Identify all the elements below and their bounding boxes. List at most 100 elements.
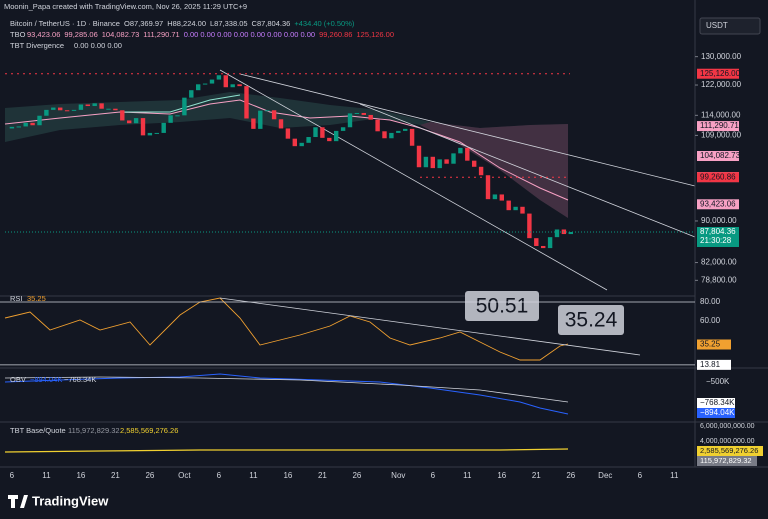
candle — [527, 213, 532, 239]
price-tag — [697, 199, 739, 210]
y-tick-label: 130,000.00 — [701, 52, 742, 61]
x-tick-label: Nov — [391, 471, 405, 480]
candle — [409, 128, 415, 146]
rsi-tick-label: 13.81 — [700, 360, 721, 369]
x-tick-label: 11 — [249, 471, 258, 480]
obv-value: −894.04K — [30, 375, 62, 384]
volume-value: 2,585,569,276.26 — [120, 426, 178, 435]
ohlc: +434.40 (+0.50%) — [294, 19, 355, 28]
y-tick-label: 82,000.00 — [701, 258, 737, 267]
candle — [485, 175, 491, 200]
candle — [285, 128, 291, 139]
obv-axis: −768.34K — [700, 398, 735, 407]
x-tick-label: Dec — [598, 471, 612, 480]
x-tick-label: 21 — [532, 471, 541, 480]
candle — [541, 245, 546, 249]
candle — [168, 115, 173, 123]
candle — [554, 229, 560, 238]
rsi-tick-label: 80.00 — [700, 297, 721, 306]
candle — [223, 75, 228, 88]
candle — [51, 107, 56, 110]
trend-line — [219, 297, 641, 356]
price-tag-label: 125,126.00 — [700, 69, 741, 78]
candle — [354, 112, 360, 114]
y-tick-label: 78,800.00 — [701, 275, 737, 284]
callout-text: 50.51 — [476, 295, 529, 318]
x-tick-label: 11 — [42, 471, 51, 480]
candle — [127, 120, 132, 124]
obv-value: −768.34K — [64, 375, 96, 384]
candle — [347, 113, 353, 128]
volume-tag — [697, 456, 757, 466]
tbo-value: 99,260.86 — [319, 30, 352, 39]
x-tick-label: 6 — [10, 471, 15, 480]
price-tag-label: 111,290.71 — [700, 121, 739, 130]
logo — [8, 495, 28, 508]
x-tick-label: 6 — [217, 471, 222, 480]
candle — [37, 115, 42, 126]
candle — [430, 156, 435, 169]
x-tick-label: 11 — [463, 471, 472, 480]
rsi-value: 35.25 — [27, 294, 46, 303]
candle — [196, 84, 201, 91]
price-tag — [697, 68, 739, 79]
x-tick-label: 16 — [283, 471, 292, 480]
volume-axis: 115,972,829.32 — [700, 456, 752, 465]
candle — [396, 130, 401, 133]
divergence-values: 0.00 0.00 0.00 — [74, 41, 122, 50]
candle — [416, 145, 422, 168]
ohlc: C87,804.36 — [252, 19, 291, 28]
candle — [113, 108, 118, 111]
tbo-value: 0.00 0.00 0.00 0.00 0.00 0.00 0.00 0.00 — [184, 30, 315, 39]
volume-tag — [697, 446, 763, 456]
y-tick-label: 122,000.00 — [701, 80, 742, 89]
candle — [175, 115, 180, 117]
countdown: 21:30:28 — [700, 236, 732, 245]
candle — [161, 122, 166, 133]
ohlc: L87,338.05 — [210, 19, 248, 28]
currency-button[interactable] — [699, 17, 761, 35]
callout — [558, 305, 624, 335]
x-tick-label: 16 — [497, 471, 506, 480]
x-tick-label: 26 — [352, 471, 361, 480]
candle — [437, 159, 442, 169]
candle — [78, 104, 84, 110]
trend-line — [219, 69, 608, 291]
rsi-line — [4, 297, 569, 361]
candle — [251, 118, 256, 129]
trend-line — [239, 73, 696, 187]
candle — [92, 103, 97, 107]
candle — [278, 119, 284, 129]
candle — [154, 132, 159, 134]
x-tick-label: 21 — [111, 471, 120, 480]
last-price-label: 87,804.36 — [700, 227, 736, 236]
candle — [520, 206, 525, 214]
candle — [182, 97, 187, 116]
x-tick-label: 26 — [145, 471, 154, 480]
candle — [30, 122, 35, 126]
candle — [16, 126, 21, 128]
rsi-tag — [697, 339, 731, 350]
candle — [189, 90, 194, 98]
tbo-value: 125,126.00 — [356, 30, 394, 39]
volume-value: 115,972,829.32 — [68, 426, 120, 435]
candle — [230, 84, 235, 88]
currency[interactable]: USDT — [706, 21, 728, 30]
candle — [85, 104, 90, 107]
candle — [403, 128, 408, 131]
candle — [9, 126, 15, 129]
callout — [465, 291, 539, 321]
ohlc: O87,369.97 — [124, 19, 163, 28]
tbo-value: 93,423.06 — [27, 30, 60, 39]
candle — [258, 110, 263, 129]
tbo-value: 99,285.06 — [64, 30, 97, 39]
x-tick-label: 26 — [566, 471, 575, 480]
obv-axis: −500K — [706, 377, 730, 386]
candle — [513, 206, 518, 211]
y-tick-label: 90,000.00 — [701, 216, 737, 225]
obv-name: OBV — [10, 375, 26, 384]
candle — [216, 75, 222, 80]
tbo-value: 111,290.71 — [143, 30, 179, 39]
candle — [423, 156, 429, 168]
